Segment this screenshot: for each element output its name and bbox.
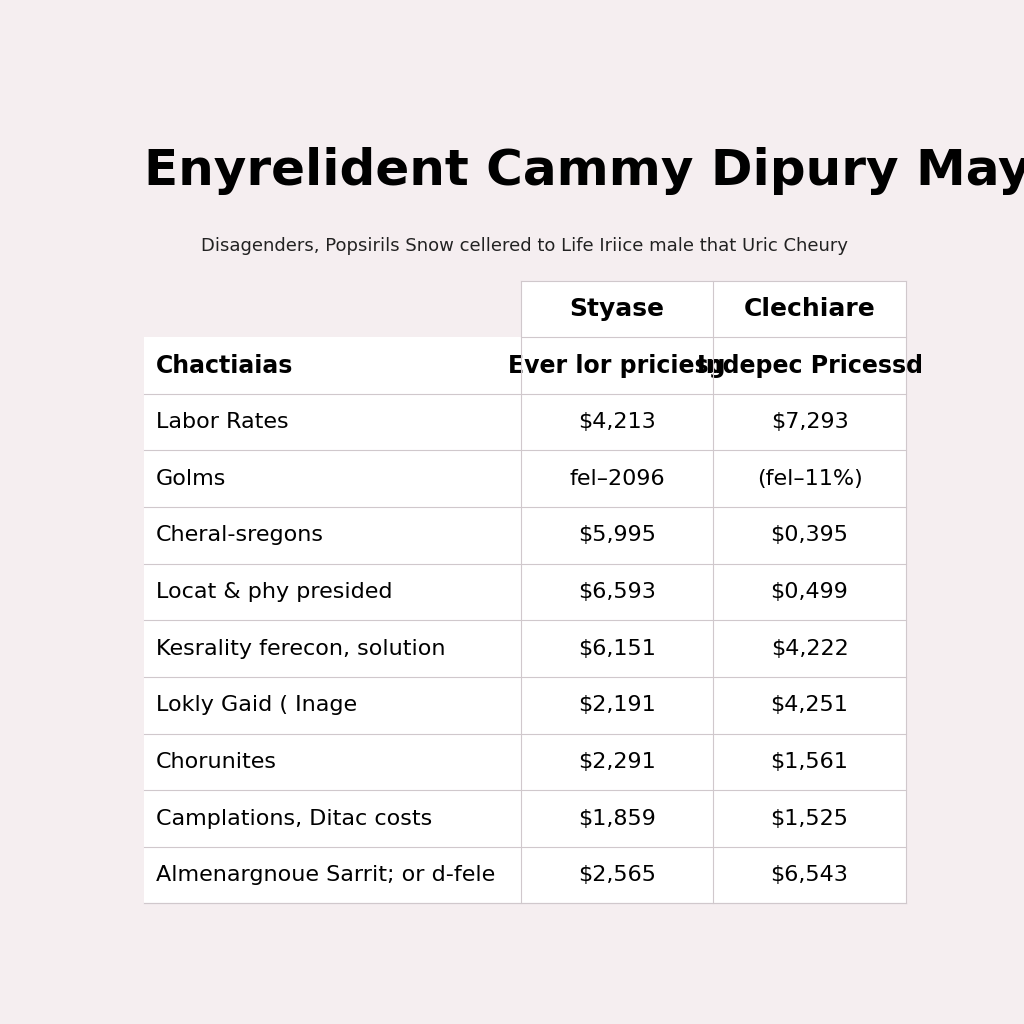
Text: $0,499: $0,499 bbox=[771, 582, 849, 602]
Text: Ever lor priciesg: Ever lor priciesg bbox=[509, 353, 726, 378]
Text: Locat & phy presided: Locat & phy presided bbox=[156, 582, 392, 602]
Text: $2,291: $2,291 bbox=[579, 752, 656, 772]
Text: Camplations, Ditac costs: Camplations, Ditac costs bbox=[156, 809, 432, 828]
Text: $4,222: $4,222 bbox=[771, 639, 849, 658]
FancyBboxPatch shape bbox=[521, 281, 905, 337]
Text: $4,213: $4,213 bbox=[579, 412, 656, 432]
Text: $2,191: $2,191 bbox=[579, 695, 656, 716]
Text: $6,151: $6,151 bbox=[579, 639, 656, 658]
Text: $2,565: $2,565 bbox=[579, 865, 656, 885]
Text: Labor Rates: Labor Rates bbox=[156, 412, 289, 432]
Text: Chactiaias: Chactiaias bbox=[156, 353, 293, 378]
Text: Golms: Golms bbox=[156, 469, 226, 488]
Text: Indepec Pricessd: Indepec Pricessd bbox=[696, 353, 923, 378]
Text: Disagenders, Popsirils Snow cellered to Life Iriice male that Uric Cheury: Disagenders, Popsirils Snow cellered to … bbox=[202, 238, 848, 255]
Text: Cheral-sregons: Cheral-sregons bbox=[156, 525, 324, 546]
Text: fel–2096: fel–2096 bbox=[569, 469, 665, 488]
Text: Lokly Gaid ( Inage: Lokly Gaid ( Inage bbox=[156, 695, 357, 716]
Text: $6,593: $6,593 bbox=[579, 582, 656, 602]
Text: $0,395: $0,395 bbox=[770, 525, 849, 546]
Text: Clechiare: Clechiare bbox=[743, 297, 876, 321]
Text: (fel–11%): (fel–11%) bbox=[757, 469, 862, 488]
Text: $1,859: $1,859 bbox=[579, 809, 656, 828]
Text: Kesrality ferecon, solution: Kesrality ferecon, solution bbox=[156, 639, 445, 658]
Text: $1,525: $1,525 bbox=[770, 809, 849, 828]
Text: $4,251: $4,251 bbox=[771, 695, 849, 716]
Text: $6,543: $6,543 bbox=[771, 865, 849, 885]
FancyBboxPatch shape bbox=[143, 337, 905, 903]
Text: $5,995: $5,995 bbox=[579, 525, 656, 546]
Text: Styase: Styase bbox=[569, 297, 665, 321]
Text: Enyrelident Cammy Dipury Mayro Costs: Enyrelident Cammy Dipury Mayro Costs bbox=[143, 146, 1024, 195]
Text: $7,293: $7,293 bbox=[771, 412, 849, 432]
Text: $1,561: $1,561 bbox=[771, 752, 849, 772]
Text: Almenargnoue Sarrit; or d-fele: Almenargnoue Sarrit; or d-fele bbox=[156, 865, 495, 885]
Text: Chorunites: Chorunites bbox=[156, 752, 276, 772]
